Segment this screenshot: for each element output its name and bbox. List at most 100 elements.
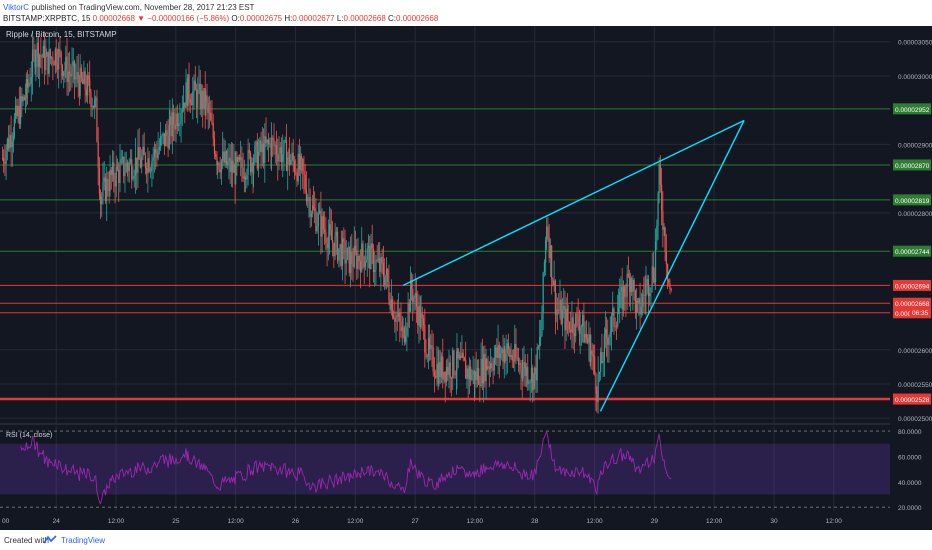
candle-body [42, 45, 44, 58]
candle-body [485, 359, 487, 382]
symbol-line: BITSTAMP:XRPBTC, 15 0.00002668 ▼ −0.0000… [3, 14, 438, 23]
tradingview-link[interactable]: TradingView [61, 536, 106, 545]
candle-body [278, 153, 280, 162]
candle-body [78, 82, 81, 96]
candle-body [188, 74, 190, 100]
level-label: 0.00002744 [895, 249, 930, 256]
candle-body [570, 329, 572, 333]
candle-body [322, 216, 324, 230]
time-tick-label: 12:00 [467, 518, 484, 525]
candle-body [53, 63, 55, 66]
candle-body [445, 366, 448, 383]
candle-body [218, 163, 220, 170]
candle-body [433, 371, 436, 376]
candle-body [21, 96, 23, 102]
candle-body [564, 305, 566, 331]
candle-body [426, 356, 428, 358]
candle-body [463, 357, 466, 361]
candle-body [25, 79, 27, 98]
level-label: 0.00002528 [895, 397, 930, 404]
candle-body [430, 345, 432, 349]
candle-body [256, 141, 258, 169]
candle-body [422, 318, 425, 326]
time-axis[interactable]: 00 24 12:00 25 12:00 26 12:00 27 12:00 28 12:00 29 1… [2, 518, 842, 525]
candle-body [200, 90, 203, 110]
candle-body [522, 368, 524, 379]
candle-body [633, 280, 635, 292]
candle-body [622, 286, 625, 310]
candle-body [662, 210, 664, 230]
candle-body [30, 77, 32, 84]
candle-body [303, 170, 305, 175]
candle-body [95, 97, 97, 100]
trendline [402, 119, 745, 287]
candle-body [193, 80, 195, 92]
price-axis[interactable]: 0.00002952 0.00002870 0.00002819 0.00002744… [893, 40, 932, 512]
candle-body [24, 97, 27, 100]
candle-body [282, 153, 284, 163]
candle-body [128, 162, 130, 171]
candle-body [41, 56, 43, 58]
candle-body [283, 140, 285, 154]
candle-body [431, 345, 433, 347]
candle-body [224, 151, 226, 163]
candle-body [512, 360, 515, 362]
candle-body [189, 99, 191, 104]
candle-body [290, 159, 292, 165]
candle-body [280, 147, 283, 163]
candle-body [58, 49, 60, 70]
candle-body [235, 156, 237, 184]
candle-body [639, 298, 641, 315]
candle-body [273, 139, 275, 147]
candle-body [260, 140, 262, 153]
candle-body [488, 366, 490, 369]
candle-body [253, 162, 255, 174]
candle-body [121, 157, 124, 159]
candle-body [612, 308, 614, 317]
candle-body [594, 356, 596, 374]
time-tick-label: 24 [53, 518, 61, 525]
candle-body [203, 88, 205, 109]
candle-body [102, 181, 104, 197]
candle-body [366, 260, 368, 263]
candle-body [560, 299, 562, 324]
candle-body [438, 362, 440, 384]
candle-body [617, 307, 620, 315]
candle-body [104, 177, 107, 202]
candle-body [264, 136, 266, 163]
candle-body [465, 360, 467, 379]
candle-body [3, 158, 5, 163]
candle-body [444, 371, 446, 383]
candle-body [36, 42, 38, 58]
candle-body [640, 306, 642, 315]
candle-body [546, 226, 548, 240]
candle-body [579, 327, 581, 335]
candle-body [439, 362, 441, 378]
candle-body [84, 71, 86, 90]
candle-body [247, 149, 249, 175]
candle-body [663, 227, 665, 230]
candle-body [26, 79, 29, 88]
candle-body [567, 320, 569, 322]
candle-body [487, 366, 489, 370]
author-link[interactable]: ViktorC [3, 3, 30, 12]
candle-body [314, 208, 316, 211]
candle-body [519, 363, 521, 365]
trendlines[interactable] [402, 119, 745, 412]
candle-body [115, 166, 117, 187]
candle-body [14, 105, 17, 119]
candle-body [113, 162, 115, 181]
candle-body [1, 158, 3, 159]
candle-body [219, 169, 221, 173]
price-tick-label: 0.00002500 [898, 416, 932, 423]
candle-body [443, 371, 445, 380]
candle-body [402, 327, 404, 329]
candle-body [410, 280, 413, 289]
candle-body [484, 353, 486, 382]
candle-body [649, 293, 651, 297]
candle-body [427, 337, 430, 357]
candle-body [626, 273, 628, 297]
price-chart[interactable]: 0.00002952 0.00002870 0.00002819 0.00002744… [0, 26, 932, 530]
grid-lines [0, 26, 890, 511]
candle-body [527, 367, 529, 384]
